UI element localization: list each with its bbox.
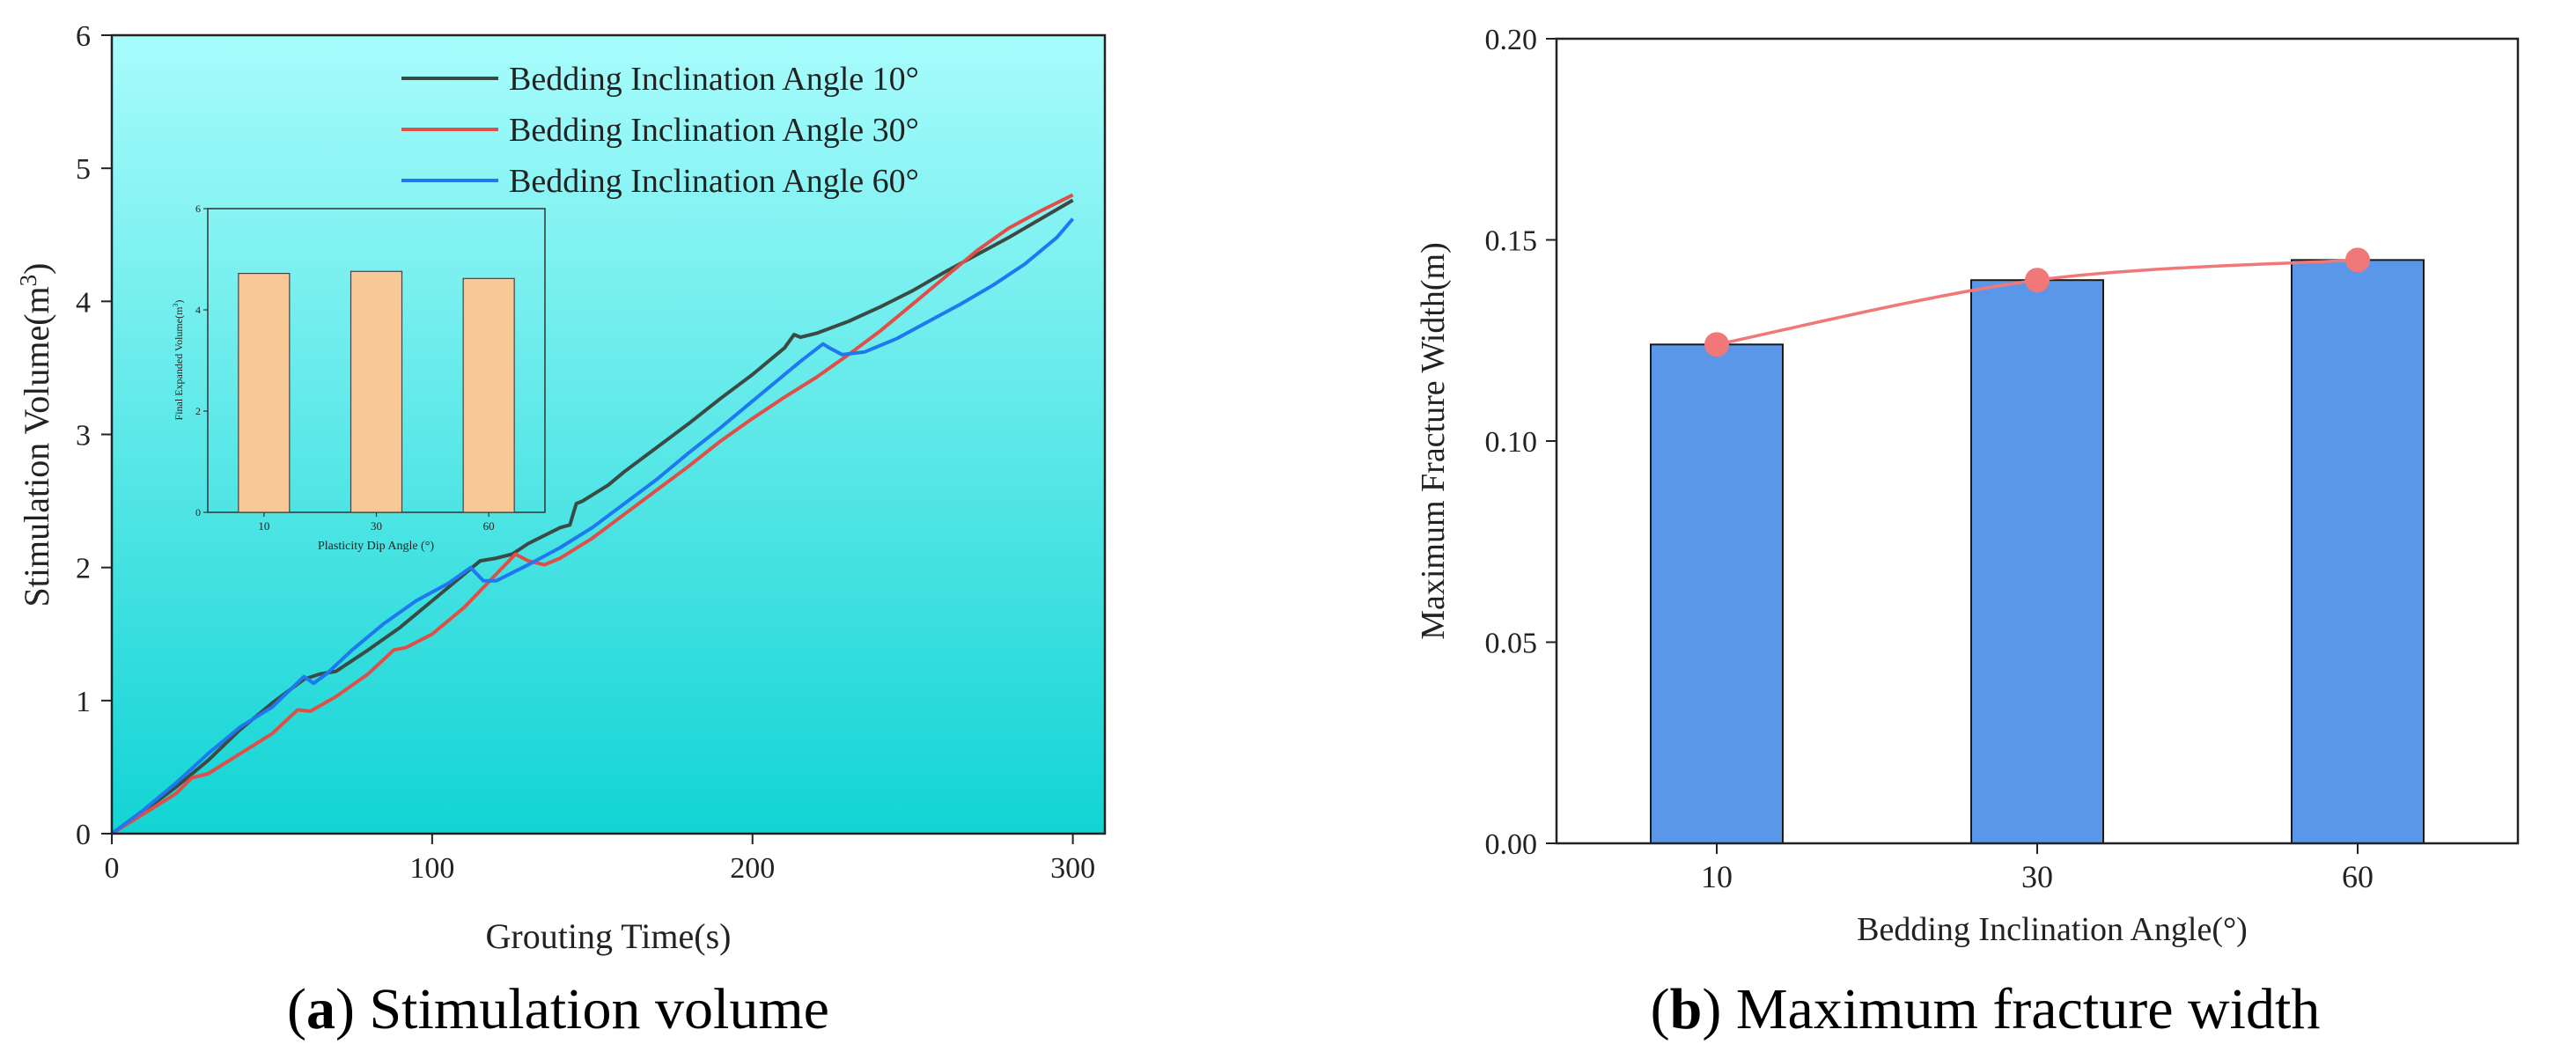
plot-a-ytick-label: 1: [76, 686, 91, 718]
plot-b-xtick-label: 30: [2021, 859, 2053, 894]
inset-xlabel: Plasticity Dip Angle (°): [318, 540, 434, 553]
inset-marks: 0 2 4 6 10 30 60: [195, 202, 515, 533]
trend-point-30: [2025, 268, 2050, 293]
plot-a-xtick-label: 300: [1050, 852, 1095, 885]
plot-a-ytick-label: 4: [76, 286, 91, 319]
series-line-3: [110, 217, 1075, 835]
series-line-1: [110, 198, 1074, 835]
plot-b-ytick-label: 0.10: [1485, 426, 1538, 459]
caption-b-letter: b: [1670, 977, 1703, 1041]
plot-a-xtick-label: 200: [730, 852, 775, 885]
series-line-2: [110, 193, 1074, 835]
inset-ylabel-end: ): [173, 300, 185, 304]
plot-a-legend: Bedding Inclination Angle 10° Bedding Inc…: [401, 61, 919, 200]
inset-xtick-label: 10: [258, 519, 269, 533]
legend-label-3: Bedding Inclination Angle 60°: [509, 163, 919, 200]
inset-xtick-label: 60: [483, 519, 495, 533]
bar-60: [2291, 259, 2425, 845]
inset-ylabel-sup: 3: [172, 304, 180, 307]
panel-b: 0.00 0.05 0.10 0.15 0.20 10 30 60 Bedding Incli…: [1415, 24, 2520, 948]
plot-a-xlabel: Grouting Time(s): [486, 916, 732, 956]
plot-a-xtick-label: 100: [409, 852, 454, 885]
bar-30: [1970, 279, 2104, 844]
plot-b-ytick-label: 0.00: [1485, 828, 1538, 861]
plot-b-marks: [1650, 247, 2425, 845]
inset-ytick-label: 0: [195, 506, 201, 518]
plot-a-frame: [110, 33, 1107, 835]
plot-a-ylabel-sup: 3: [15, 275, 41, 287]
legend-label-2: Bedding Inclination Angle 30°: [509, 112, 919, 149]
plot-b-ytick-label: 0.05: [1485, 628, 1538, 660]
inset-ylabel: Final Expanded Volume(m3): [172, 300, 185, 421]
caption-a: (a) Stimulation volume: [287, 977, 829, 1041]
inset-ytick-label: 2: [195, 405, 201, 417]
plot-b-ylabel: Maximum Fracture Width(m): [1415, 242, 1452, 640]
inset-ytick-label: 4: [195, 304, 201, 316]
inset-bar-60: [462, 277, 515, 513]
trend-point-60: [2345, 247, 2370, 273]
plot-a-ytick-label: 6: [76, 20, 91, 53]
inset-bar-30: [350, 270, 403, 513]
plot-a-ytick-label: 3: [76, 420, 91, 452]
plot-b-ticks: 0.00 0.05 0.10 0.15 0.20 10 30 60: [1485, 24, 2374, 894]
caption-a-text: ) Stimulation volume: [335, 977, 829, 1041]
plot-a-ytick-label: 2: [76, 553, 91, 585]
plot-a-ytick-label: 5: [76, 153, 91, 186]
plot-a-xtick-label: 0: [105, 852, 120, 885]
plot-a-lines: [110, 193, 1075, 835]
plot-b-ytick-label: 0.15: [1485, 225, 1538, 258]
inset-chart: 0 2 4 6 10 30 60 Plasticity Dip Angle (°) Fina…: [172, 202, 546, 553]
plot-a-ytick-label: 0: [76, 819, 91, 851]
bar-10: [1650, 343, 1784, 844]
plot-a-ylabel: Stimulation Volume(m3): [15, 263, 56, 607]
trend-point-10: [1704, 332, 1729, 357]
plot-b-xtick-label: 60: [2342, 859, 2374, 894]
inset-xtick-label: 30: [371, 519, 382, 533]
plot-b-xtick-label: 10: [1701, 859, 1733, 894]
plot-b-xlabel: Bedding Inclination Angle(°): [1857, 911, 2248, 948]
legend-label-1: Bedding Inclination Angle 10°: [509, 61, 919, 98]
inset-bar-10: [238, 273, 291, 513]
plot-b-ytick-label: 0.20: [1485, 24, 1538, 56]
inset-ytick-label: 6: [195, 202, 201, 215]
caption-b-text: ) Maximum fracture width: [1702, 977, 2320, 1041]
plot-a-ylabel-end: ): [17, 263, 56, 275]
plot-b-frame: [1555, 37, 2520, 845]
caption-b: (b) Maximum fracture width: [1651, 977, 2321, 1041]
caption-a-letter: a: [306, 977, 335, 1041]
